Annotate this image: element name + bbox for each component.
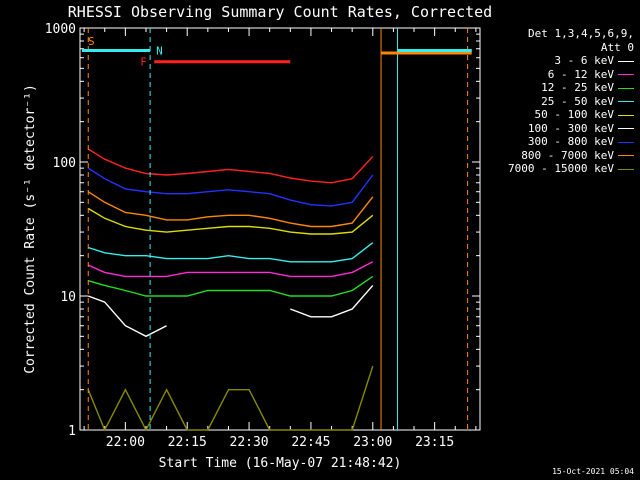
flag-label: S bbox=[88, 35, 95, 48]
series-line-6 bbox=[87, 167, 374, 207]
legend-swatch bbox=[618, 155, 634, 156]
legend-entry-label: 25 - 50 keV bbox=[541, 94, 614, 108]
series-line-8 bbox=[87, 365, 374, 432]
chart-title: RHESSI Observing Summary Count Rates, Co… bbox=[68, 3, 492, 21]
y-tick-label: 1000 bbox=[45, 22, 76, 37]
legend-swatch bbox=[618, 128, 634, 129]
legend-entry-label: 100 - 300 keV bbox=[527, 121, 614, 135]
x-tick-label: 23:15 bbox=[415, 435, 454, 450]
legend-header-line-2: Att 0 bbox=[600, 40, 634, 54]
x-tick-label: 22:45 bbox=[291, 435, 330, 450]
legend-entry-label: 800 - 7000 keV bbox=[521, 148, 614, 162]
timestamp: 15-Oct-2021 05:04 bbox=[552, 467, 634, 476]
legend-entry-label: 300 - 800 keV bbox=[527, 135, 614, 148]
legend-entry-label: 3 - 6 keV bbox=[554, 54, 614, 67]
legend-entry: 3 - 6 keV bbox=[508, 54, 634, 68]
legend-entry: 100 - 300 keV bbox=[508, 122, 634, 136]
series-line-7 bbox=[87, 191, 374, 228]
y-axis-label: Corrected Count Rate (s⁻¹ detector⁻¹) bbox=[23, 84, 38, 374]
legend-swatch bbox=[618, 101, 634, 102]
legend-entry: 6 - 12 keV bbox=[508, 68, 634, 82]
legend-swatch bbox=[618, 141, 634, 143]
y-tick-label: 10 bbox=[60, 290, 76, 305]
legend-entry-label: 7000 - 15000 keV bbox=[508, 162, 614, 175]
x-axis-label: Start Time (16-May-07 21:48:42) bbox=[159, 456, 402, 471]
legend: Det 1,3,4,5,6,9, Att 0 3 - 6 keV 6 - 12 k… bbox=[508, 27, 634, 176]
legend-entry: 300 - 800 keV bbox=[508, 135, 634, 149]
legend-swatch bbox=[618, 168, 634, 170]
legend-swatch bbox=[618, 74, 634, 75]
x-tick-label: 22:00 bbox=[106, 435, 145, 450]
legend-header-line-1: Det 1,3,4,5,6,9, bbox=[528, 27, 634, 40]
legend-entry-label: 50 - 100 keV bbox=[534, 108, 614, 121]
y-tick-label: 100 bbox=[53, 156, 76, 171]
legend-entry: 50 - 100 keV bbox=[508, 108, 634, 122]
series-line-2 bbox=[88, 275, 374, 297]
series-line-0 bbox=[87, 284, 374, 338]
x-tick-label: 22:15 bbox=[168, 435, 207, 450]
legend-entry: 800 - 7000 keV bbox=[508, 149, 634, 163]
x-tick-label: 23:00 bbox=[353, 435, 392, 450]
series-line-3 bbox=[87, 242, 374, 263]
legend-swatch bbox=[618, 60, 634, 62]
legend-swatch bbox=[618, 114, 634, 116]
legend-entry: 12 - 25 keV bbox=[508, 81, 634, 95]
legend-entry: 7000 - 15000 keV bbox=[508, 162, 634, 176]
legend-entry: 25 - 50 keV bbox=[508, 95, 634, 109]
y-tick-label: 1 bbox=[68, 424, 76, 439]
legend-entry-label: 12 - 25 keV bbox=[541, 81, 614, 94]
series-line-4 bbox=[87, 207, 374, 235]
flag-label: N bbox=[156, 44, 163, 57]
series-line-extra bbox=[87, 148, 374, 184]
x-tick-label: 22:30 bbox=[230, 435, 269, 450]
legend-swatch bbox=[618, 87, 634, 89]
flag-label: F bbox=[140, 56, 147, 69]
series-line-1 bbox=[87, 261, 374, 278]
legend-entry-label: 6 - 12 keV bbox=[547, 67, 614, 81]
